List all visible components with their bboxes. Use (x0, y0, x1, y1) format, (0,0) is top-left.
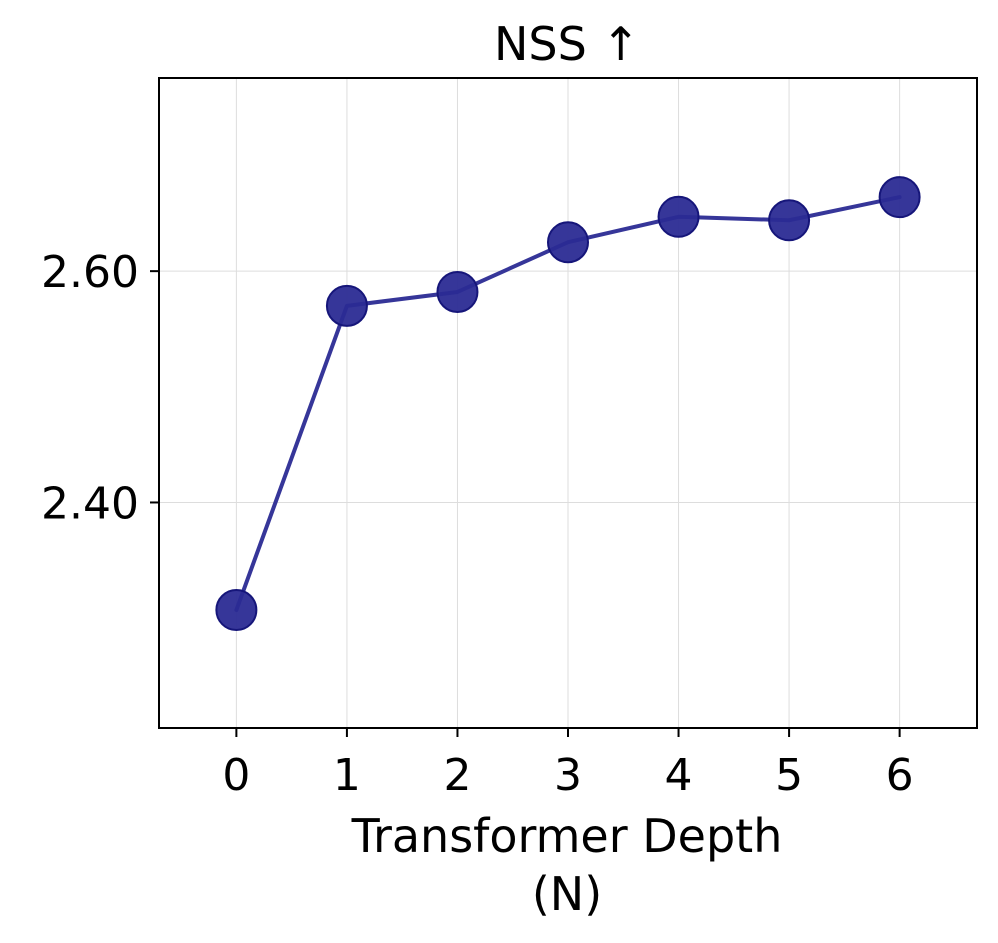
y-tick-label: 2.40 (41, 478, 139, 529)
data-point (657, 195, 700, 238)
x-axis-label: Transformer Depth (351, 809, 783, 863)
x-tick-label: 2 (443, 750, 471, 801)
x-tick-label: 0 (222, 750, 250, 801)
x-tick-label: 1 (333, 750, 361, 801)
x-tick-label: 3 (554, 750, 582, 801)
ticks-layer: 0 1 2 3 4 5 6 2.40 2.60 (41, 247, 914, 801)
x-tick-label: 6 (886, 750, 914, 801)
x-tick-label: 4 (665, 750, 693, 801)
data-point (768, 199, 811, 242)
x-tick-label: 5 (775, 750, 803, 801)
data-point (547, 221, 589, 264)
grid-lines (159, 78, 977, 728)
x-axis-label-unit: (N) (532, 867, 602, 921)
data-point (325, 284, 368, 327)
data-point (215, 589, 258, 632)
data-point (878, 176, 921, 219)
series-layer (215, 176, 921, 632)
y-tick-label: 2.60 (41, 247, 139, 298)
chart-title: NSS ↑ (494, 17, 640, 71)
data-point (436, 270, 479, 313)
